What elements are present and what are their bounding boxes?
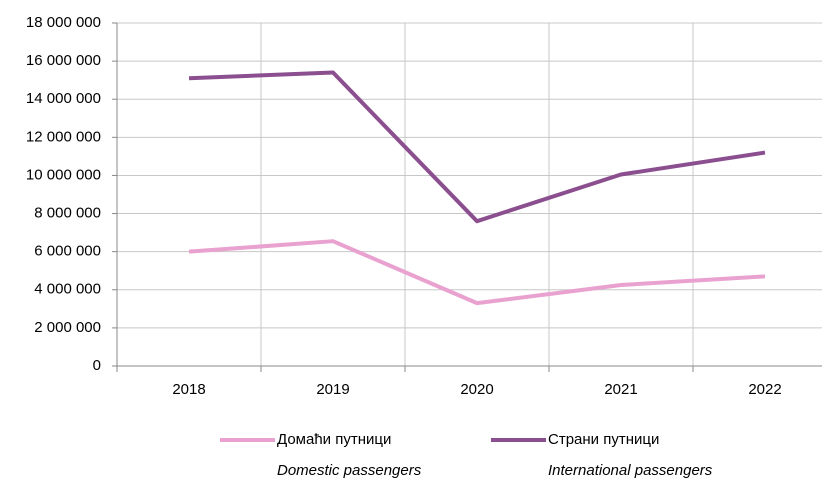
y-tick-label: 2 000 000 xyxy=(34,319,101,336)
legend-label: Домаћи путници xyxy=(277,431,391,448)
y-tick-label: 14 000 000 xyxy=(26,90,101,107)
y-tick-label: 12 000 000 xyxy=(26,128,101,145)
x-tick-label: 2019 xyxy=(316,381,349,398)
y-tick-label: 8 000 000 xyxy=(34,205,101,222)
y-tick-label: 10 000 000 xyxy=(26,166,101,183)
y-tick-label: 18 000 000 xyxy=(26,14,101,31)
series-line xyxy=(188,239,766,306)
x-tick-label: 2021 xyxy=(604,381,637,398)
y-tick-label: 4 000 000 xyxy=(34,281,101,298)
x-tick-label: 2022 xyxy=(748,381,781,398)
legend-label: Страни путници xyxy=(548,431,659,448)
legend-subtitle: International passengers xyxy=(548,462,713,479)
y-tick-label: 0 xyxy=(93,357,101,374)
y-tick-label: 16 000 000 xyxy=(26,52,101,69)
legend-subtitle: Domestic passengers xyxy=(277,462,422,479)
x-tick-label: 2020 xyxy=(460,381,493,398)
x-tick-label: 2018 xyxy=(172,381,205,398)
series-line xyxy=(188,70,766,224)
y-tick-label: 6 000 000 xyxy=(34,243,101,260)
